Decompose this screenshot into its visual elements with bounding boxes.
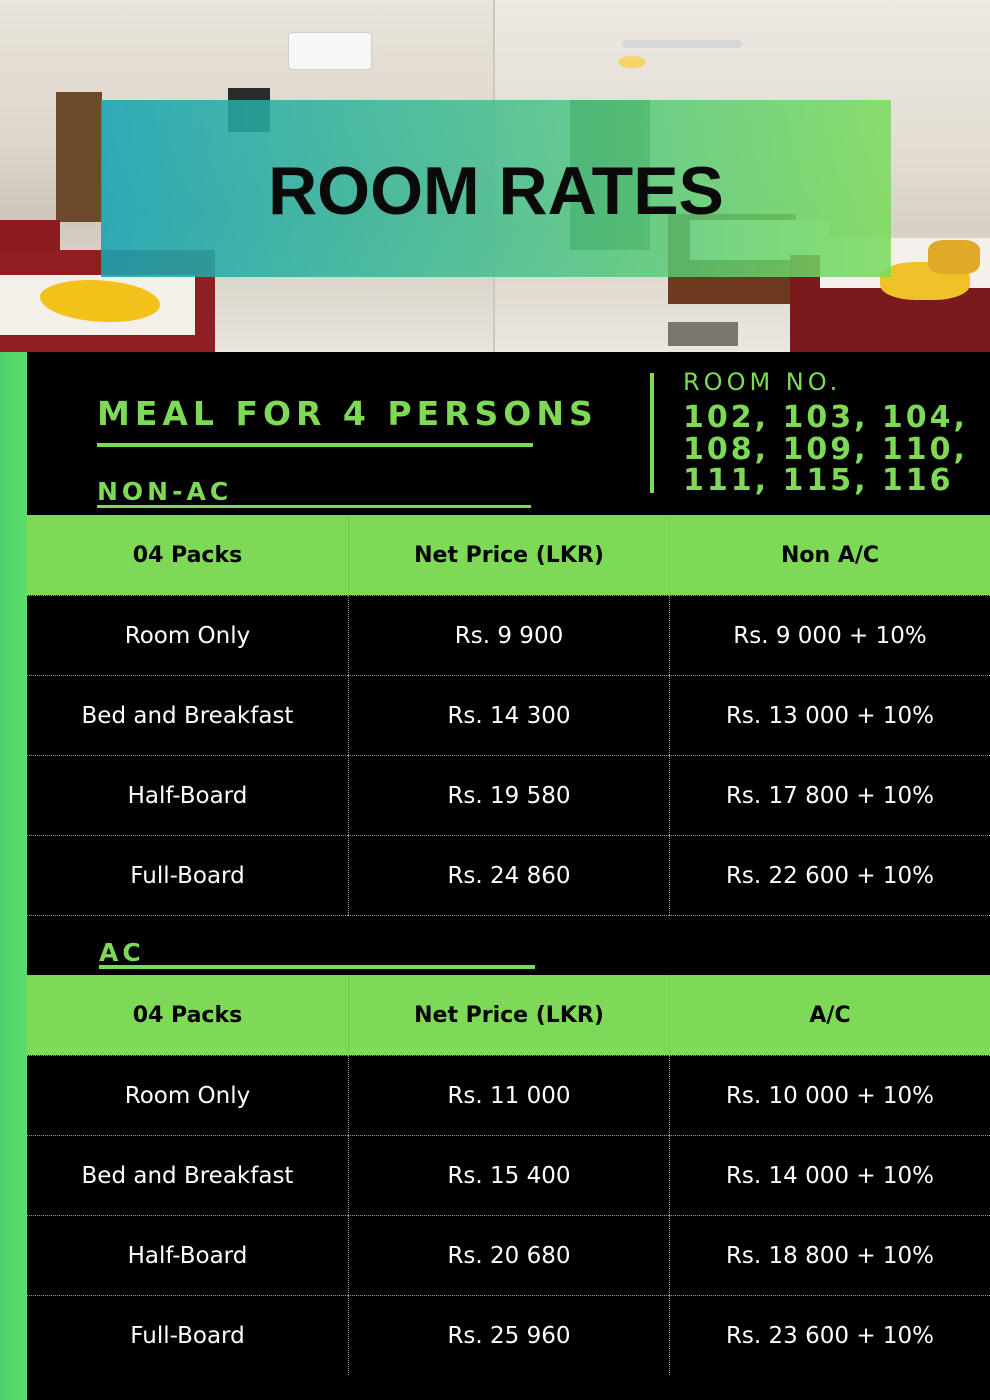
package-cell: Half-Board [27, 755, 348, 835]
package-cell: Half-Board [27, 1215, 348, 1295]
table-row: Half-Board Rs. 20 680 Rs. 18 800 + 10% [27, 1215, 990, 1295]
ac-underline [99, 965, 535, 969]
floor-mat-shape [668, 322, 738, 346]
hero-photo-banner: ROOM RATES [0, 0, 990, 352]
net-price-cell: Rs. 9 900 [348, 595, 669, 675]
rate-cell: Rs. 17 800 + 10% [669, 755, 990, 835]
table-header-row: 04 Packs Net Price (LKR) A/C [27, 975, 990, 1055]
meal-heading-underline [97, 443, 533, 447]
door-shape [56, 92, 102, 222]
package-cell: Room Only [27, 1055, 348, 1135]
net-price-cell: Rs. 14 300 [348, 675, 669, 755]
ceiling-fan-shape [622, 40, 742, 48]
rate-cell: Rs. 13 000 + 10% [669, 675, 990, 755]
header-cell: A/C [669, 975, 990, 1055]
meal-heading: MEAL FOR 4 PERSONS [97, 394, 598, 433]
ac-section-label: AC [99, 938, 145, 967]
table-row: Room Only Rs. 9 900 Rs. 9 000 + 10% [27, 595, 990, 675]
package-cell: Full-Board [27, 1295, 348, 1375]
non-ac-underline [97, 505, 531, 508]
header-cell: Non A/C [669, 515, 990, 595]
table-row: Room Only Rs. 11 000 Rs. 10 000 + 10% [27, 1055, 990, 1135]
header-cell: 04 Packs [27, 515, 348, 595]
header-cell: 04 Packs [27, 975, 348, 1055]
package-cell: Bed and Breakfast [27, 675, 348, 755]
table-row: Full-Board Rs. 24 860 Rs. 22 600 + 10% [27, 835, 990, 915]
header-cell: Net Price (LKR) [348, 515, 669, 595]
room-no-line: 102, 103, 104, [683, 400, 968, 435]
lamp-shape [618, 56, 646, 68]
net-price-cell: Rs. 25 960 [348, 1295, 669, 1375]
room-no-divider [650, 373, 654, 493]
title-banner [101, 100, 891, 277]
rate-cell: Rs. 23 600 + 10% [669, 1295, 990, 1375]
package-cell: Bed and Breakfast [27, 1135, 348, 1215]
net-price-cell: Rs. 15 400 [348, 1135, 669, 1215]
rate-cell: Rs. 9 000 + 10% [669, 595, 990, 675]
table-row: Bed and Breakfast Rs. 15 400 Rs. 14 000 … [27, 1135, 990, 1215]
net-price-cell: Rs. 11 000 [348, 1055, 669, 1135]
pillow-shape [928, 240, 980, 274]
non-ac-section-label: NON-AC [97, 477, 233, 506]
rate-cell: Rs. 22 600 + 10% [669, 835, 990, 915]
table-row: Half-Board Rs. 19 580 Rs. 17 800 + 10% [27, 755, 990, 835]
header-cell: Net Price (LKR) [348, 975, 669, 1055]
table-row: Bed and Breakfast Rs. 14 300 Rs. 13 000 … [27, 675, 990, 755]
rate-cell: Rs. 10 000 + 10% [669, 1055, 990, 1135]
room-no-line: 111, 115, 116 [683, 463, 954, 498]
rate-cell: Rs. 18 800 + 10% [669, 1215, 990, 1295]
package-cell: Room Only [27, 595, 348, 675]
room-no-label: ROOM NO. [683, 368, 842, 396]
table-header-row: 04 Packs Net Price (LKR) Non A/C [27, 515, 990, 595]
package-cell: Full-Board [27, 835, 348, 915]
rate-cell: Rs. 14 000 + 10% [669, 1135, 990, 1215]
air-conditioner-shape [288, 32, 372, 70]
table-row: Full-Board Rs. 25 960 Rs. 23 600 + 10% [27, 1295, 990, 1375]
page-title: ROOM RATES [268, 153, 724, 229]
left-accent-strip [0, 352, 27, 1400]
net-price-cell: Rs. 20 680 [348, 1215, 669, 1295]
net-price-cell: Rs. 24 860 [348, 835, 669, 915]
table-bottom-border [27, 915, 990, 916]
net-price-cell: Rs. 19 580 [348, 755, 669, 835]
room-no-line: 108, 109, 110, [683, 432, 968, 467]
